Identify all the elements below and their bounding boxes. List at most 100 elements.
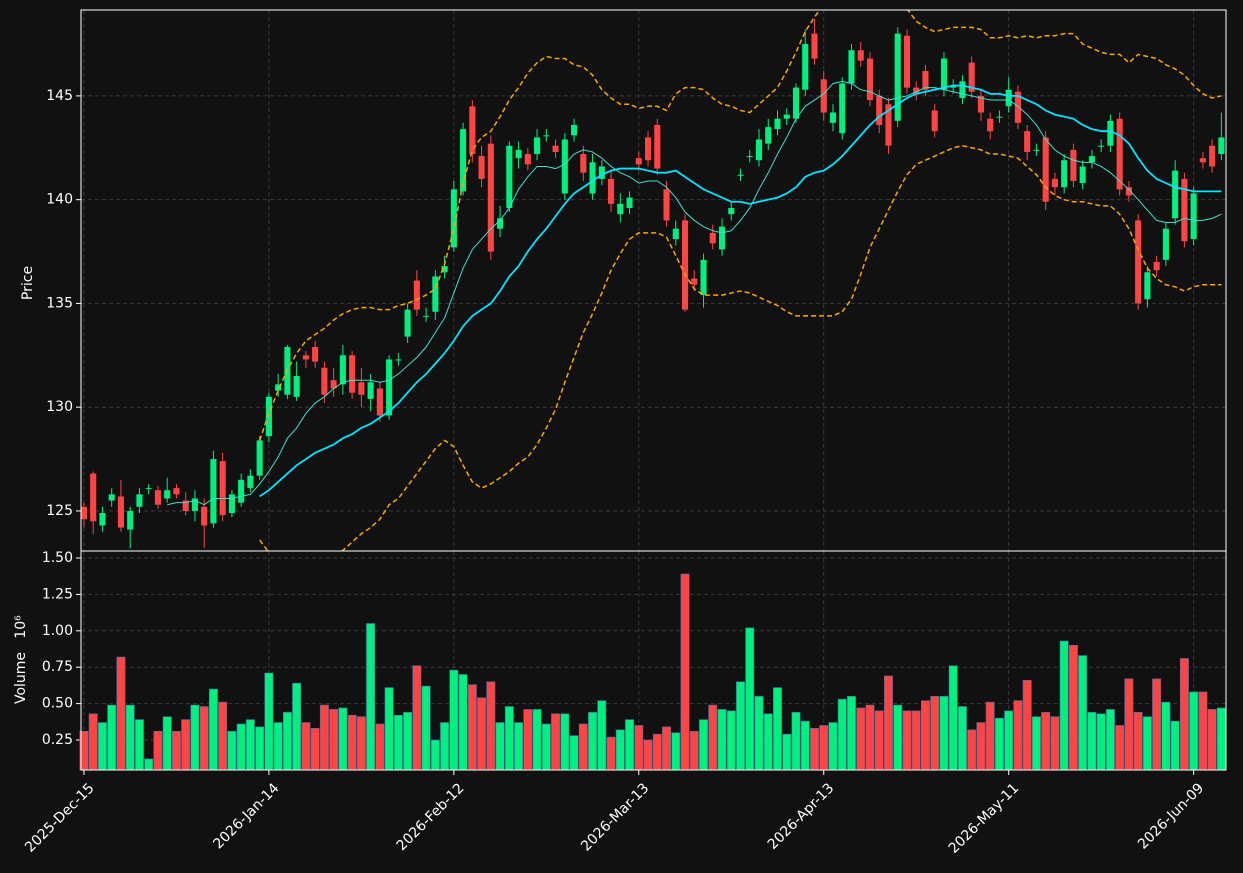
y-tick-label: 1.00 (42, 623, 73, 639)
y-tick-label: 0.25 (42, 732, 73, 748)
candle-body (506, 145, 513, 208)
candle-body (866, 58, 874, 101)
volume-bar (1096, 713, 1106, 771)
candle-body (1070, 149, 1077, 181)
candle-body (1135, 220, 1142, 304)
volume-bar (856, 707, 866, 771)
candle-body (571, 124, 578, 136)
volume-bar (1207, 709, 1217, 771)
volume-bar (551, 713, 561, 771)
volume-bar (985, 701, 995, 771)
indicator-line (167, 80, 1222, 506)
candle-body (654, 124, 661, 169)
candle-body (441, 266, 448, 273)
volume-bar (477, 697, 487, 771)
volume-bar (116, 656, 126, 771)
candle-body (219, 461, 226, 516)
volume-bar (1133, 712, 1143, 771)
volume-bar (699, 719, 708, 771)
volume-bar (153, 730, 163, 771)
volume-bar (236, 723, 246, 771)
volume-bar (569, 735, 579, 771)
candle-body (635, 158, 642, 165)
candle-body (820, 79, 827, 113)
volume-bar (847, 696, 856, 771)
volume-bar (319, 704, 329, 771)
volume-bar (255, 726, 265, 771)
candle-body (191, 498, 198, 511)
candle-body (173, 488, 180, 495)
candle-body (940, 58, 948, 90)
candle-body (700, 259, 707, 296)
candle-body (737, 174, 744, 176)
candle-body (543, 135, 550, 137)
volume-bar (689, 730, 699, 771)
y-tick-label: 135 (46, 295, 73, 311)
volume-bar (227, 730, 237, 771)
candle-body (913, 87, 920, 94)
candle-body (460, 129, 467, 192)
volume-bar (745, 627, 755, 771)
candle-body (487, 143, 494, 252)
volume-bar (1041, 712, 1051, 771)
candle-body (117, 496, 124, 528)
volume-bar (1161, 701, 1171, 771)
y-tick-label: 125 (46, 503, 73, 519)
candle-body (1209, 145, 1216, 167)
volume-bar (976, 722, 986, 771)
volume-bar (541, 723, 551, 771)
candle-body (959, 81, 966, 98)
candle-body (691, 278, 698, 285)
volume-bar (412, 665, 422, 771)
volume-bar (652, 733, 662, 771)
volume-bar (957, 706, 967, 771)
candle-body (1172, 170, 1179, 219)
volume-bar (708, 704, 718, 771)
volume-axis-label: Volume (13, 652, 29, 704)
candle-body (534, 137, 541, 155)
volume-bar (421, 685, 431, 771)
candle-body (367, 382, 374, 399)
candle-body (164, 490, 171, 499)
indicator-line (259, 144, 1222, 551)
candle-body (746, 156, 753, 158)
volume-bar (1142, 716, 1152, 771)
volume-bar (310, 728, 320, 771)
candle-body (709, 232, 716, 244)
candle-body (90, 473, 97, 522)
candle-body (386, 359, 393, 416)
y-tick-label: 0.75 (42, 659, 73, 675)
volume-bar (1059, 640, 1069, 771)
volume-bar (125, 704, 135, 771)
candle-body (515, 149, 522, 159)
volume-bar (837, 698, 847, 771)
candle-body (182, 500, 189, 511)
volume-bar (134, 719, 144, 771)
volume-bar (1078, 655, 1088, 771)
volume-bar (597, 700, 607, 771)
volume-bar (773, 687, 782, 771)
volume-bar (1068, 645, 1078, 771)
candle-body (802, 44, 809, 90)
candle-body (265, 396, 272, 437)
candle-body (811, 33, 818, 59)
volume-scale-label: 10⁶ (13, 615, 29, 639)
volume-bar (375, 723, 385, 771)
volume-bar (1022, 680, 1032, 771)
volume-bar (88, 713, 98, 771)
volume-bar (1152, 678, 1162, 771)
volume-bar (532, 709, 542, 771)
volume-bar (190, 704, 200, 771)
volume-bar (347, 714, 357, 771)
candle-body (275, 384, 282, 391)
candle-body (1162, 228, 1169, 260)
candle-body (413, 280, 420, 310)
volume-bar (948, 665, 958, 771)
candle-body (1116, 118, 1123, 190)
volume-bar (939, 696, 949, 771)
candle-body (885, 104, 892, 146)
volume-bar (819, 725, 829, 771)
y-tick-label: 130 (46, 399, 73, 415)
volume-bar (782, 733, 792, 771)
candle-body (1024, 131, 1031, 152)
